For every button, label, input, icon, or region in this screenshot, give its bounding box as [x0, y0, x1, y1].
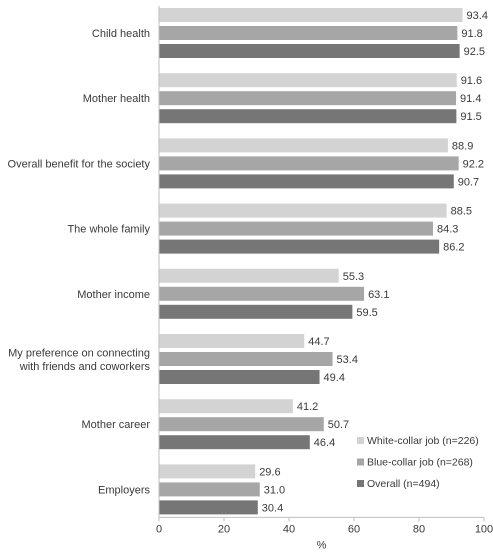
data-label: 92.5 [464, 46, 485, 58]
bar [159, 239, 440, 254]
data-label: 86.2 [443, 242, 464, 254]
data-label: 90.7 [458, 176, 479, 188]
x-tick-label: 40 [283, 523, 295, 535]
bar [159, 73, 457, 88]
data-label: 59.5 [356, 307, 377, 319]
bars-layer: 93.4 91.8 92.5 91.6 91.4 91.5 88.9 92.2 90.7 88.5… [159, 8, 488, 515]
data-label: 31.0 [264, 484, 285, 496]
x-axis-title: % [317, 539, 327, 550]
legend-label: White-collar job (n=226) [367, 435, 479, 447]
legend-swatch [357, 458, 364, 466]
bar [159, 91, 457, 106]
x-tick-label: 80 [413, 523, 425, 535]
bar [159, 464, 256, 479]
data-label: 88.9 [452, 140, 473, 152]
bar [159, 221, 433, 236]
data-label: 50.7 [328, 419, 349, 431]
bar [159, 500, 258, 515]
bar [159, 44, 460, 58]
x-tick-label: 0 [156, 523, 162, 535]
bar [159, 203, 447, 218]
bar [159, 109, 457, 124]
data-label: 91.5 [460, 111, 481, 123]
category-label: Overall benefit for the society [8, 158, 151, 170]
data-label: 41.2 [297, 401, 318, 413]
bar [159, 482, 260, 497]
bar [159, 268, 339, 283]
data-label: 63.1 [368, 289, 389, 301]
category-label: My preference on connecting [8, 347, 150, 359]
x-tick-label: 60 [348, 523, 360, 535]
data-label: 91.8 [461, 28, 482, 40]
data-label: 91.4 [460, 93, 481, 105]
data-label: 84.3 [437, 224, 458, 236]
bar [159, 334, 305, 348]
x-axis: 0 20 40 60 80 100% [156, 6, 493, 551]
bar [159, 304, 353, 319]
data-label: 88.5 [451, 206, 472, 218]
data-label: 93.4 [467, 10, 488, 22]
category-label: The whole family [67, 224, 150, 236]
bar [159, 370, 320, 384]
bar [159, 8, 463, 22]
bar [159, 174, 454, 189]
bar [159, 156, 459, 171]
bar [159, 435, 310, 450]
category-label: Employers [98, 484, 150, 496]
data-label: 30.4 [262, 502, 283, 514]
category-label: Mother health [83, 93, 150, 105]
legend-swatch [357, 437, 364, 444]
category-labels: Child health Mother health Overall benefit… [8, 28, 151, 496]
data-label: 29.6 [259, 466, 280, 478]
category-label: with friends and coworkers [19, 361, 151, 373]
legend-label: Overall (n=494) [367, 478, 440, 490]
category-label: Child health [92, 28, 150, 40]
category-label: Mother career [82, 419, 151, 431]
x-tick-label: 100 [475, 523, 493, 535]
data-label: 49.4 [324, 372, 345, 384]
bar [159, 399, 293, 414]
bar [159, 26, 458, 40]
data-label: 46.4 [314, 437, 335, 449]
data-label: 91.6 [461, 75, 482, 87]
category-label: Mother income [77, 289, 150, 301]
bar [159, 138, 448, 153]
bar [159, 417, 324, 432]
data-label: 53.4 [337, 354, 358, 366]
data-label: 92.2 [463, 158, 484, 170]
x-tick-label: 20 [218, 523, 230, 535]
legend: White-collar job (n=226) Blue-collar job … [357, 435, 479, 490]
data-label: 44.7 [308, 336, 329, 348]
bar [159, 286, 365, 301]
bar [159, 352, 333, 366]
legend-swatch [357, 480, 364, 487]
data-label: 55.3 [343, 271, 364, 283]
legend-label: Blue-collar job (n=268) [367, 457, 473, 469]
